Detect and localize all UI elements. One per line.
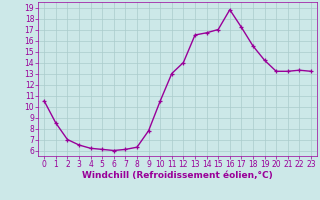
X-axis label: Windchill (Refroidissement éolien,°C): Windchill (Refroidissement éolien,°C) xyxy=(82,171,273,180)
